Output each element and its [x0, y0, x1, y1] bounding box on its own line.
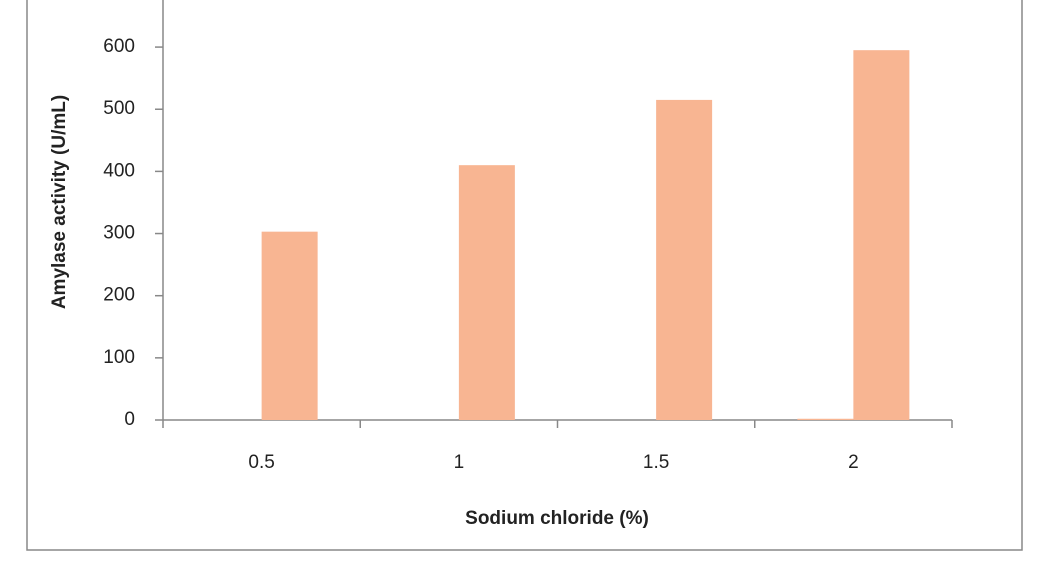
bar [656, 99, 713, 421]
y-axis-title: Amylase activity (U/mL) [49, 95, 70, 309]
x-tick-label: 2 [848, 452, 859, 473]
bar [853, 50, 910, 420]
chart-frame [26, 0, 1023, 551]
y-tick-label: 600 [103, 36, 135, 57]
x-axis-title: Sodium chloride (%) [465, 508, 649, 529]
y-tick-label: 500 [103, 98, 135, 119]
bar [797, 418, 854, 420]
y-tick-label: 0 [124, 409, 135, 430]
x-tick-label: 1.5 [643, 452, 669, 473]
y-tick-label: 100 [103, 347, 135, 368]
bar [458, 165, 515, 420]
y-tick-label: 300 [103, 223, 135, 244]
bar [261, 231, 318, 420]
x-tick-label: 0.5 [248, 452, 274, 473]
y-tick-label: 400 [103, 160, 135, 181]
x-tick-label: 1 [454, 452, 465, 473]
y-tick-label: 200 [103, 285, 135, 306]
